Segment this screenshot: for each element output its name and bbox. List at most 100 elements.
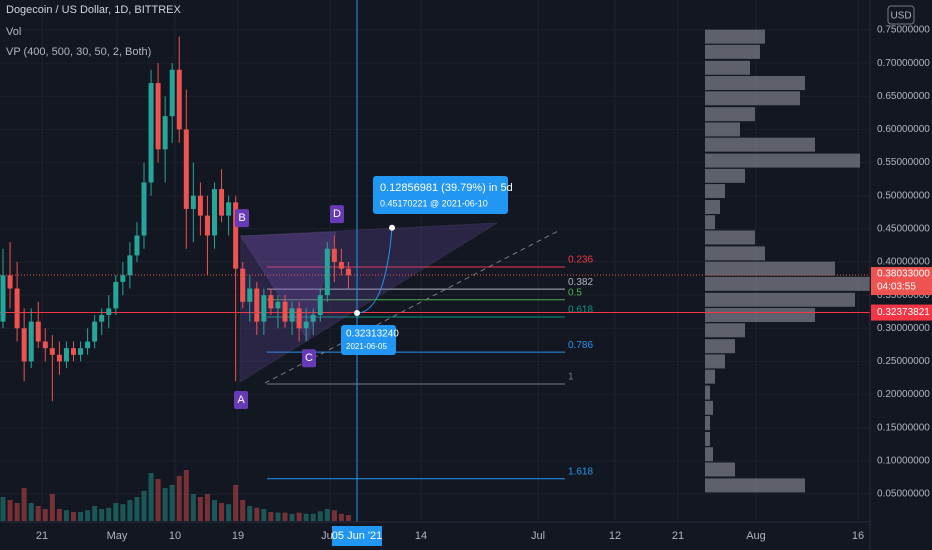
candle-body: [204, 215, 210, 236]
volume-bar: [21, 488, 27, 521]
tooltip: [373, 176, 508, 214]
volume-bar: [141, 491, 147, 521]
projection-target: [389, 224, 395, 231]
candle-body: [303, 321, 309, 329]
candle-body: [85, 341, 91, 349]
volume-bar: [303, 513, 309, 521]
candle-body: [296, 308, 302, 329]
volume-bar: [35, 506, 41, 521]
candle-body: [0, 275, 6, 322]
volume-profile-bar: [705, 91, 800, 106]
candle-body: [247, 288, 253, 302]
candle-body: [141, 182, 147, 236]
volume-profile-bar: [705, 184, 725, 199]
candle-body: [148, 83, 154, 183]
candle-body: [63, 348, 69, 362]
tooltip-text: 0.12856981 (39.79%) in 5d: [380, 182, 513, 194]
fib-label: 0.786: [568, 340, 593, 351]
x-tick-label: Aug: [746, 530, 766, 542]
candle-body: [99, 315, 105, 322]
currency-box[interactable]: [887, 5, 915, 25]
x-tick-label: May: [107, 530, 128, 542]
candle-body: [162, 116, 168, 150]
volume-bar: [240, 500, 246, 521]
pattern-point-label: C: [305, 352, 313, 364]
volume-bar: [254, 507, 260, 521]
volume-profile-bar: [705, 385, 710, 400]
volume-bar: [120, 504, 126, 521]
y-tick-label: 0.40000000: [877, 257, 930, 268]
candle-body: [176, 69, 182, 130]
volume-bar: [190, 494, 196, 521]
candle-body: [134, 235, 140, 256]
candle-body: [127, 255, 133, 276]
candle-body: [71, 348, 76, 355]
fib-label: 1: [568, 372, 574, 383]
price-label: 0.32373821: [877, 307, 930, 318]
volume-profile-bar: [705, 276, 875, 291]
candle-body: [35, 321, 41, 342]
volume-profile-bar: [705, 323, 745, 338]
candle-body: [275, 301, 281, 309]
currency[interactable]: USD: [890, 11, 911, 22]
x-tick-label: Jul: [531, 530, 545, 542]
y-tick-label: 0.05000000: [877, 489, 930, 500]
candle-body: [226, 202, 232, 216]
volume-profile-bar: [705, 230, 755, 245]
candle-body: [219, 189, 225, 216]
candle-body: [345, 268, 351, 276]
volume-bar: [169, 485, 175, 521]
volume-bar: [155, 479, 161, 521]
projection-curve: [356, 227, 393, 314]
indicator-label: Vol: [6, 26, 21, 38]
x-tick-label: 10: [169, 530, 181, 542]
countdown-label: 04:03:55: [877, 282, 916, 293]
candle-body: [92, 321, 98, 342]
price-label: 0.38033000: [877, 269, 930, 280]
volume-bar: [324, 509, 330, 521]
candle-body: [254, 288, 260, 322]
y-tick-label: 0.55000000: [877, 157, 930, 168]
volume-bar: [345, 515, 351, 521]
y-tick-label: 0.45000000: [877, 223, 930, 234]
volume-profile-bar: [705, 447, 713, 462]
pattern-point-label: B: [238, 212, 245, 224]
y-tick-label: 0.20000000: [877, 389, 930, 400]
candle-body: [21, 328, 27, 362]
volume-profile-bar: [705, 44, 760, 59]
volume-bar: [226, 504, 232, 521]
volume-bar: [275, 512, 281, 521]
candle-body: [289, 308, 295, 322]
volume-bar: [63, 510, 69, 521]
volume-profile-bar: [705, 122, 740, 137]
candle-body: [56, 354, 62, 362]
volume-profile-bar: [705, 308, 815, 323]
volume-bar: [99, 509, 105, 521]
x-tick-label: 19: [232, 530, 244, 542]
volume-profile-bar: [705, 137, 815, 152]
volume-bar: [78, 512, 84, 521]
volume-bar: [49, 494, 55, 521]
x-tick-label: 14: [415, 530, 427, 542]
candle-body: [155, 83, 161, 150]
candle-body: [78, 348, 84, 355]
volume-bar: [268, 512, 274, 521]
volume-bar: [85, 510, 91, 521]
volume-bar: [310, 513, 316, 521]
pattern-point-label: A: [237, 394, 245, 406]
volume-profile-bar: [705, 339, 735, 354]
candle-body: [14, 288, 20, 329]
candle-body: [282, 301, 288, 322]
candle-body: [317, 295, 323, 316]
volume-bar: [338, 513, 344, 521]
y-tick-label: 0.75000000: [877, 25, 930, 36]
volume-bar: [7, 500, 13, 521]
candle-body: [120, 275, 126, 282]
candle-body: [49, 348, 55, 355]
volume-profile-bar: [705, 431, 710, 446]
volume-profile-bar: [705, 400, 713, 415]
volume-bar: [162, 488, 168, 521]
volume-bar: [28, 503, 34, 521]
volume-bar: [134, 497, 140, 521]
volume-profile-bar: [705, 29, 765, 44]
